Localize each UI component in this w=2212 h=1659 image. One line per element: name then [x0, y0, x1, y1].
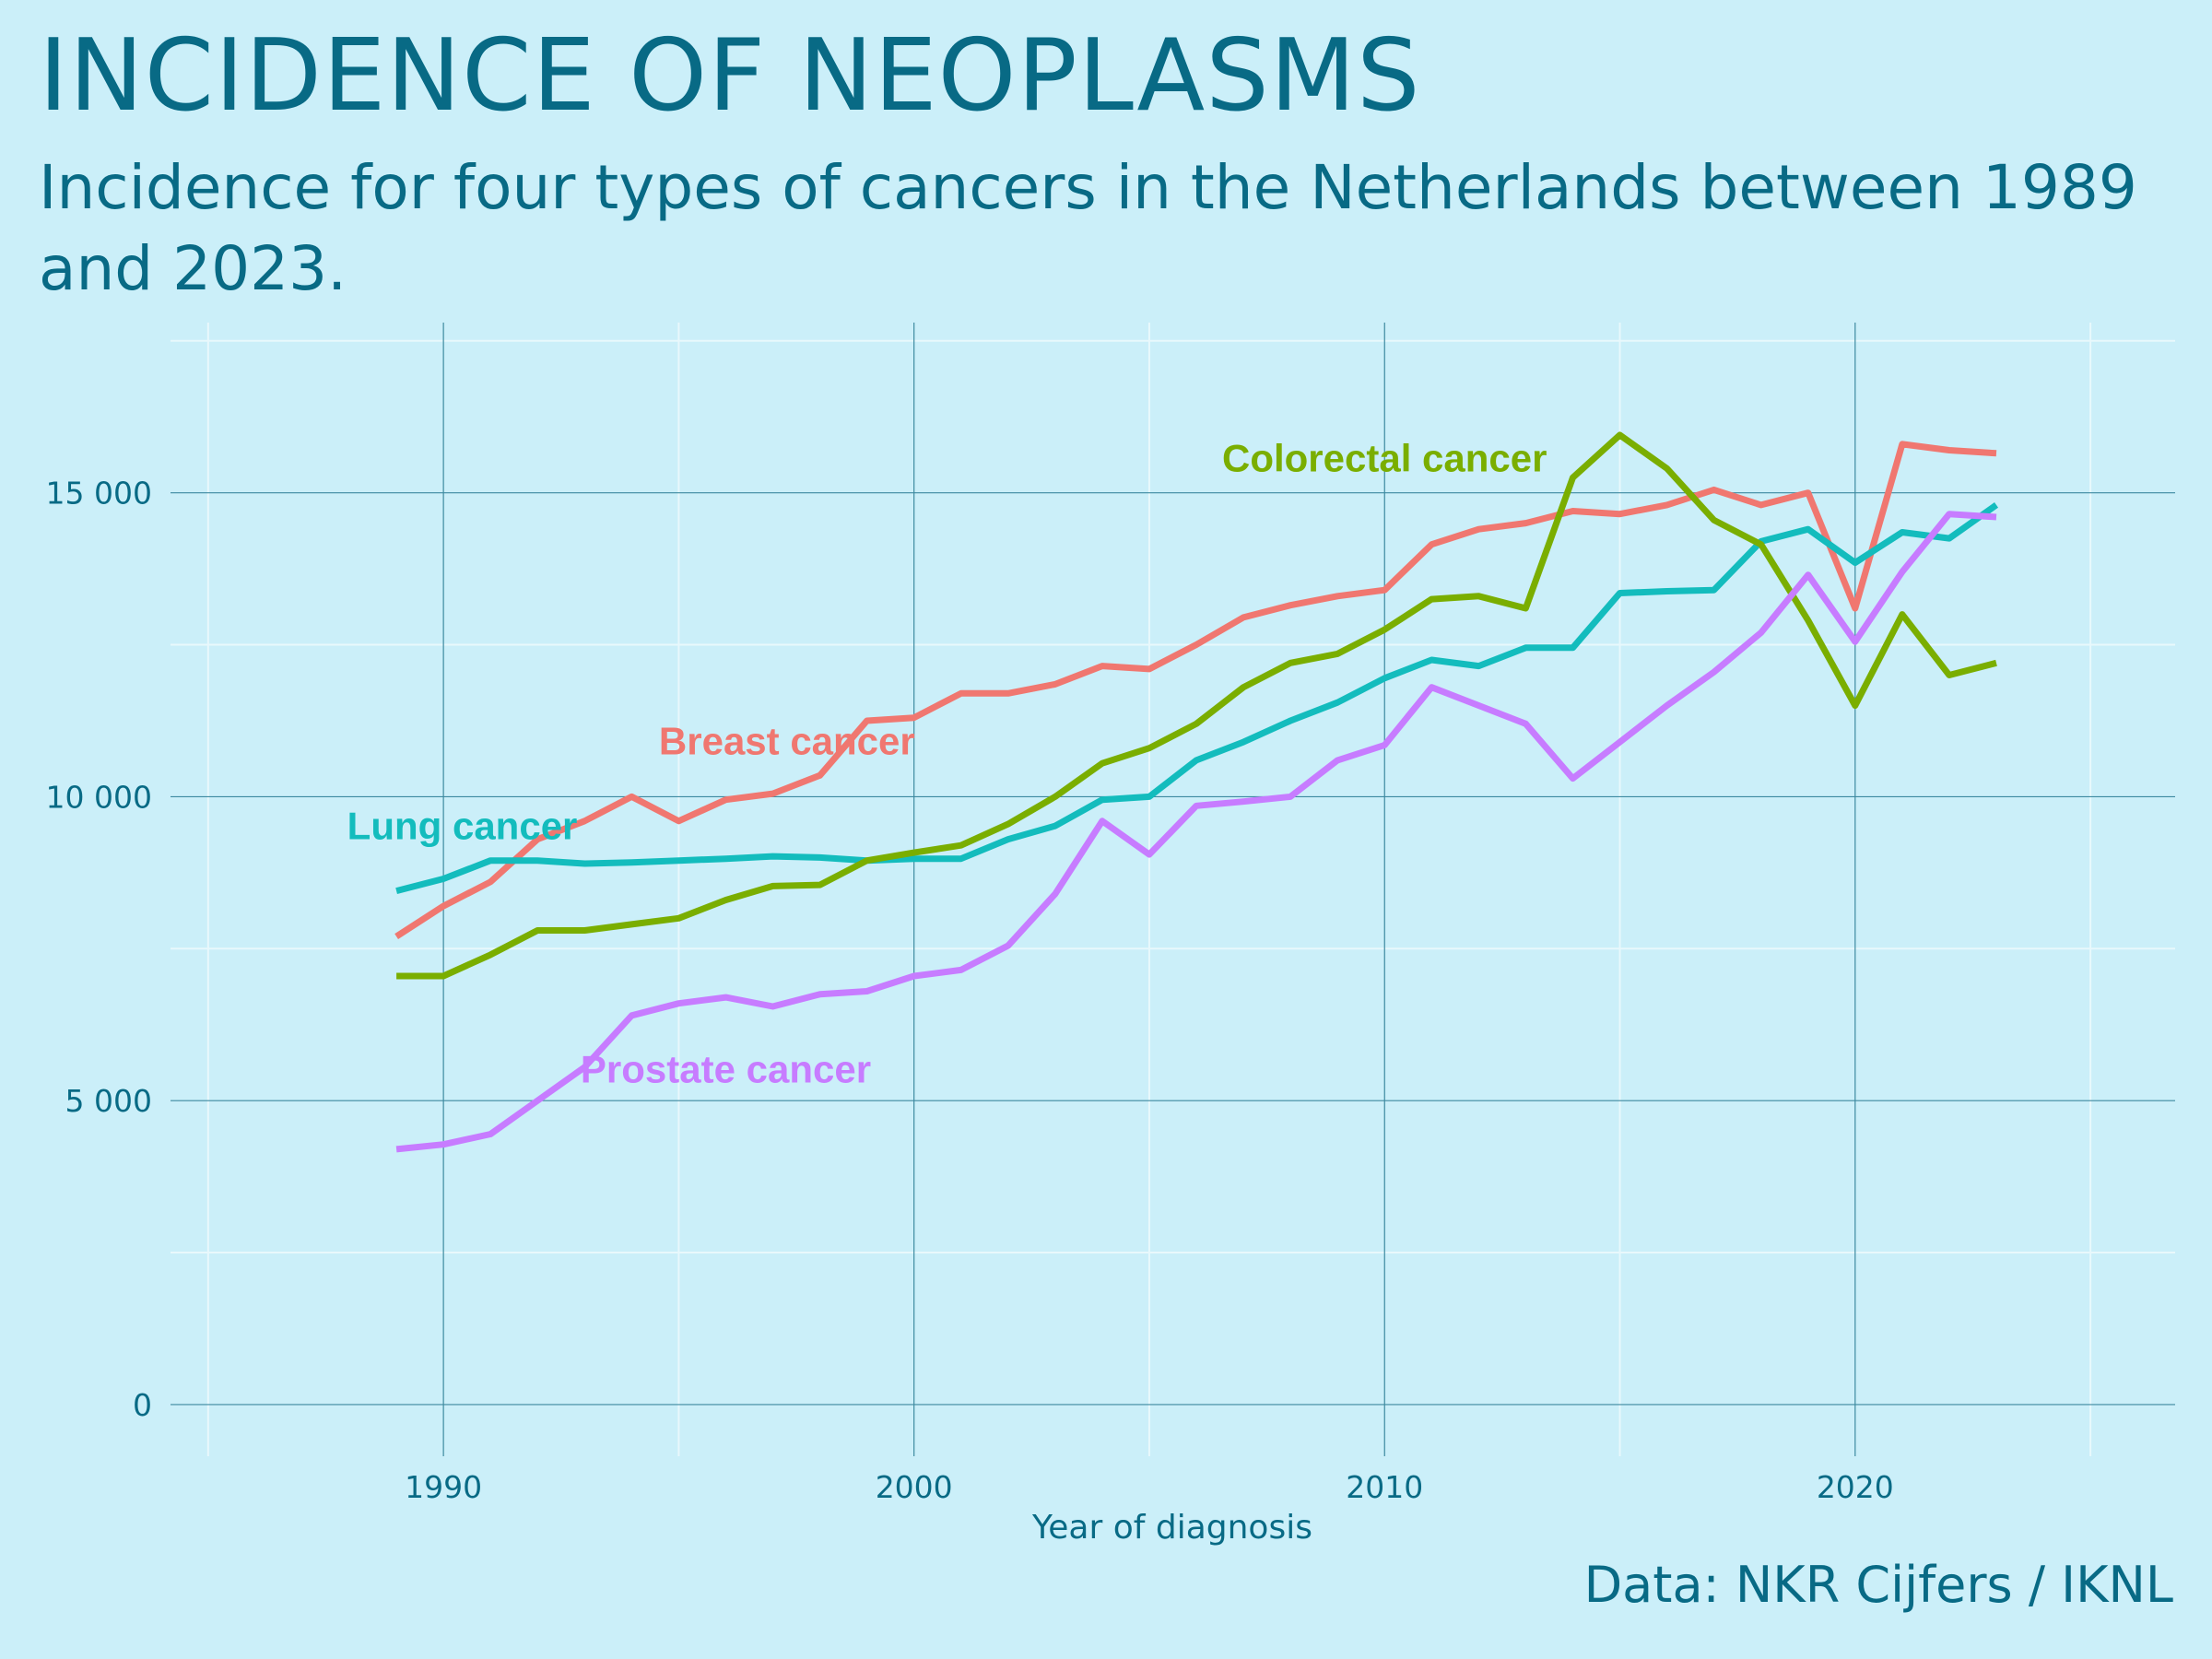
- x-tick-label: 2010: [1346, 1469, 1423, 1505]
- x-axis-ticks: 1990 2000 2010 2020: [405, 1469, 1894, 1505]
- series-line-lung-cancer: [395, 502, 1999, 894]
- x-tick-label: 1990: [405, 1469, 482, 1505]
- chart-subtitle: Incidence for four types of cancers in t…: [39, 152, 2137, 304]
- series-line-breast-cancer: [394, 441, 1997, 940]
- y-tick-label: 5 000: [65, 1083, 152, 1119]
- series-label-breast-cancer: Breast cancer: [659, 719, 915, 762]
- series-labels: Breast cancer Lung cancer Colorectal cance…: [347, 437, 1547, 1091]
- x-tick-label: 2000: [876, 1469, 953, 1505]
- series-line-colorectal-cancer: [396, 431, 1997, 980]
- data-source-caption: Data: NKR Cijfers / IKNL: [1583, 1556, 2173, 1614]
- y-tick-label: 15 000: [46, 476, 152, 512]
- series-line-prostate-cancer: [395, 511, 1997, 1153]
- series-label-lung-cancer: Lung cancer: [347, 805, 578, 848]
- major-gridlines: [171, 323, 2175, 1456]
- y-tick-label: 0: [133, 1387, 152, 1423]
- x-tick-label: 2020: [1817, 1469, 1894, 1505]
- series-label-colorectal-cancer: Colorectal cancer: [1222, 437, 1547, 480]
- y-tick-label: 10 000: [46, 779, 152, 815]
- chart-title: INCIDENCE OF NEOPLASMS: [39, 18, 1421, 134]
- series-label-prostate-cancer: Prostate cancer: [581, 1047, 871, 1090]
- y-axis-ticks: 0 5 000 10 000 15 000: [46, 476, 152, 1423]
- x-axis-title: Year of diagnosis: [1031, 1509, 1312, 1547]
- series-lines: [394, 431, 1999, 1153]
